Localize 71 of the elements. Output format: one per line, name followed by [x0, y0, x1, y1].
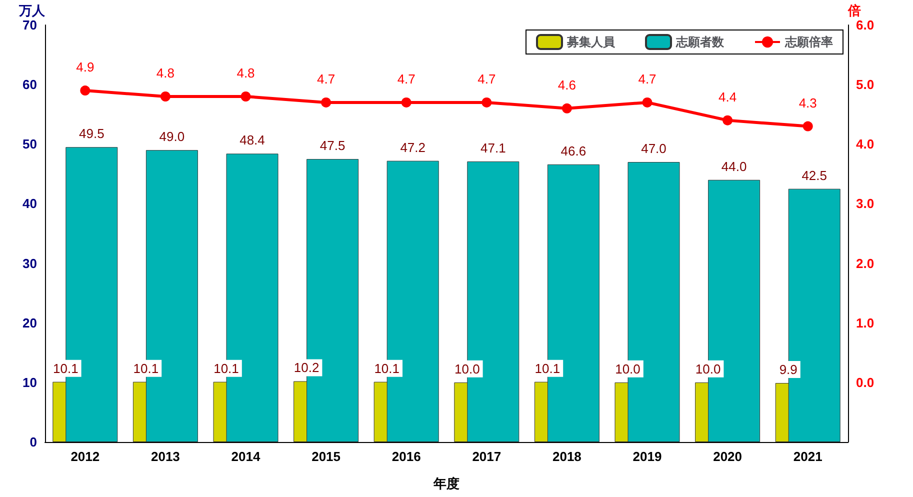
point — [160, 91, 170, 102]
x-tick-label: 2014 — [231, 449, 261, 464]
point — [321, 97, 332, 108]
point — [401, 97, 412, 108]
data-label: 4.6 — [558, 77, 576, 92]
data-label: 9.9 — [779, 362, 798, 378]
y-axis-title: 万人 — [18, 3, 46, 18]
y2-axis-title: 倍 — [847, 3, 861, 18]
y2-tick-label: 6.0 — [856, 18, 874, 32]
data-label: 4.8 — [156, 65, 174, 80]
y-tick-label: 50 — [22, 136, 37, 152]
y2-tick-label: 5.0 — [856, 77, 874, 92]
data-label: 10.0 — [695, 361, 721, 376]
point — [80, 86, 90, 96]
y-tick-label: 0 — [30, 434, 37, 450]
point — [642, 97, 652, 108]
y-tick-label: 20 — [22, 315, 37, 330]
data-label: 49.0 — [159, 129, 185, 144]
data-label: 4.7 — [317, 71, 336, 86]
point — [722, 115, 733, 126]
x-axis-title: 年度 — [432, 476, 460, 491]
data-label: 10.1 — [52, 360, 78, 376]
y-tick-label: 30 — [22, 256, 37, 271]
data-label: 10.1 — [374, 360, 400, 376]
x-tick-label: 2021 — [793, 449, 822, 464]
point — [482, 97, 492, 108]
data-label: 46.6 — [560, 143, 586, 158]
data-label: 47.0 — [641, 141, 666, 156]
data-label: 10.1 — [534, 360, 560, 376]
data-label: 10.1 — [214, 360, 239, 376]
y-tick-label: 40 — [22, 196, 37, 212]
data-label: 47.1 — [480, 140, 506, 156]
y-tick-label: 60 — [22, 77, 37, 92]
x-tick-label: 2013 — [150, 449, 180, 464]
legend-label: 志願者数 — [675, 35, 725, 49]
y2-tick-label: 3.0 — [856, 196, 874, 212]
data-label: 42.5 — [802, 168, 828, 183]
y-tick-label: 10 — [22, 374, 37, 390]
x-tick-label: 2018 — [552, 449, 582, 464]
point — [562, 103, 572, 114]
data-label: 49.5 — [78, 126, 104, 142]
x-tick-label: 2016 — [392, 449, 421, 464]
y2-tick-label: 2.0 — [856, 256, 874, 271]
data-label: 47.2 — [400, 140, 426, 155]
data-label: 4.8 — [236, 65, 255, 80]
point — [802, 121, 813, 132]
data-label: 4.7 — [478, 71, 496, 86]
data-label: 48.4 — [240, 132, 265, 148]
x-tick-label: 2020 — [713, 449, 742, 464]
data-label: 4.4 — [718, 89, 737, 104]
data-label: 47.5 — [320, 138, 346, 154]
data-label: 4.7 — [397, 71, 416, 86]
x-tick-label: 2019 — [632, 449, 662, 464]
y2-tick-label: 0.0 — [856, 374, 874, 390]
y-tick-label: 70 — [22, 18, 37, 32]
x-tick-label: 2017 — [472, 449, 502, 464]
data-label: 10.2 — [294, 360, 320, 376]
y2-tick-label: 1.0 — [856, 315, 874, 330]
data-label: 4.7 — [638, 71, 656, 86]
legend-label: 志願倍率 — [784, 35, 833, 49]
data-label: 4.3 — [798, 95, 817, 110]
data-label: 4.9 — [76, 60, 94, 75]
legend-label: 募集人員 — [566, 35, 616, 49]
data-label: 44.0 — [721, 158, 747, 174]
data-label: 10.1 — [133, 360, 159, 376]
y2-tick-label: 4.0 — [856, 136, 874, 152]
data-label: 10.0 — [454, 361, 480, 376]
point — [240, 91, 251, 102]
data-label: 10.0 — [615, 361, 640, 376]
x-tick-label: 2015 — [312, 449, 341, 464]
x-tick-label: 2012 — [70, 449, 100, 464]
